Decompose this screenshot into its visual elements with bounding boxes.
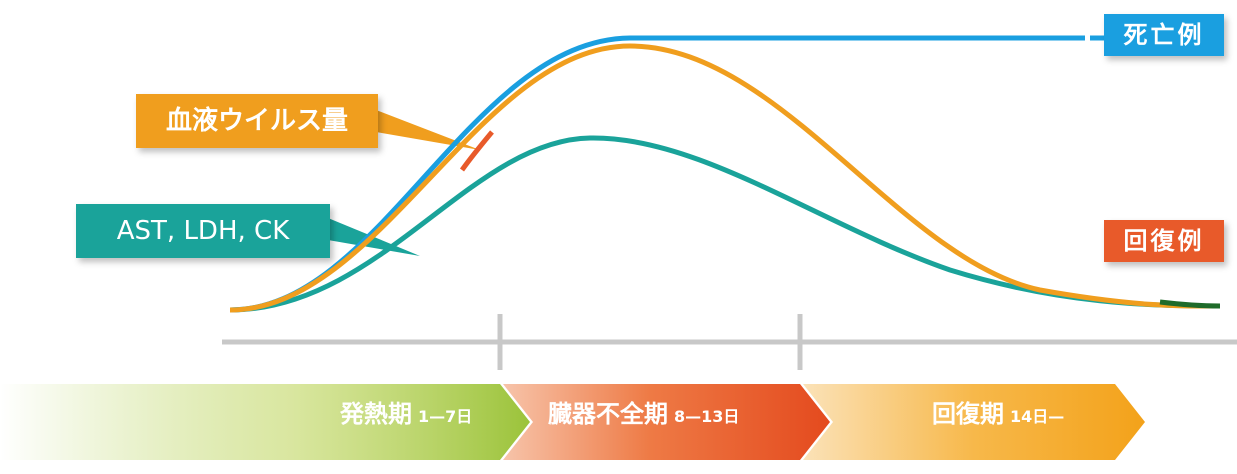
phase-band-recovery: [803, 384, 1145, 460]
recovery-case-label: 回復例: [1104, 220, 1224, 262]
phase-recovery-range: 14日—: [1010, 407, 1065, 426]
phase-fever: 発熱期 1—7日: [340, 394, 472, 430]
viral-load-label-pointer: [376, 110, 480, 150]
phase-band-fever: [0, 384, 530, 460]
phase-fever-range: 1—7日: [418, 407, 473, 426]
recovery-curve-tail: [1159, 299, 1221, 309]
phase-organ-failure-name: 臓器不全期: [548, 400, 668, 428]
death-case-label: 死亡例: [1104, 14, 1224, 56]
curve-overlap-highlight: [459, 130, 494, 172]
phase-fever-name: 発熱期: [340, 400, 412, 428]
enzymes-label: AST, LDH, CK: [76, 204, 330, 258]
phase-recovery: 回復期 14日—: [932, 394, 1064, 430]
phase-organ-failure-range: 8—13日: [674, 407, 740, 426]
phase-recovery-name: 回復期: [932, 400, 1004, 428]
phase-band-organ-failure: [503, 384, 830, 460]
viral-load-curve: [229, 43, 1221, 313]
phase-organ-failure: 臓器不全期 8—13日: [548, 394, 739, 430]
viral-load-label: 血液ウイルス量: [136, 94, 378, 148]
